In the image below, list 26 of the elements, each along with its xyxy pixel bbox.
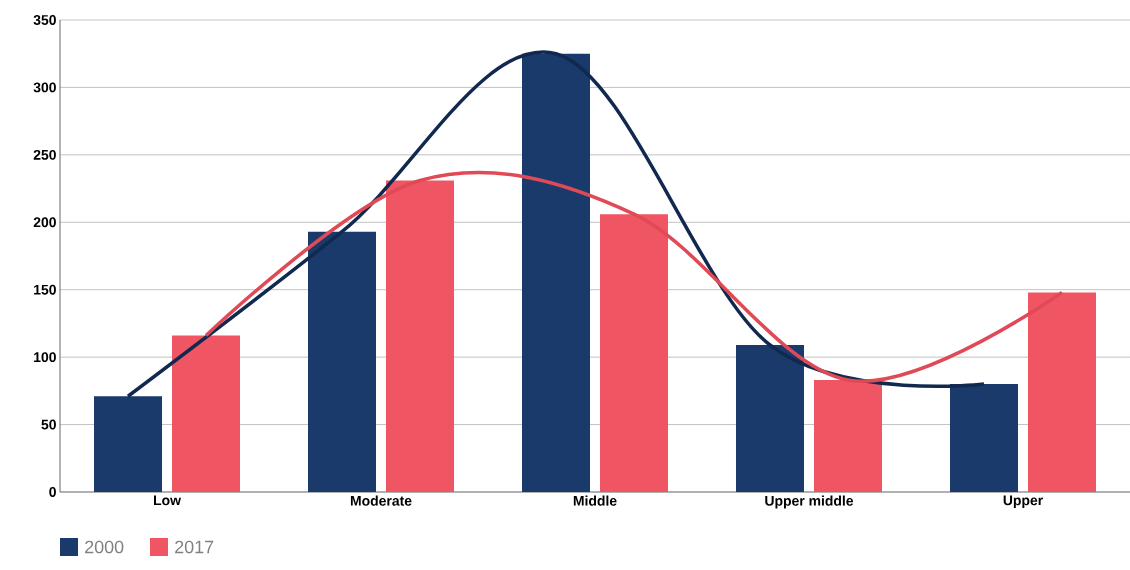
y-tick-label: 250: [33, 149, 56, 160]
x-tick-label: Moderate: [350, 495, 412, 506]
y-tick-label: 150: [34, 284, 56, 295]
bar: [949, 384, 1018, 492]
bar: [813, 380, 882, 492]
y-tick-label: 300: [33, 82, 56, 93]
bar: [1027, 292, 1096, 492]
y-tick-label: 0: [49, 487, 56, 497]
legend-label: 2000: [85, 540, 124, 554]
y-tick-label: 100: [34, 352, 56, 363]
bar: [172, 335, 241, 492]
bar: [308, 231, 376, 492]
bar: [600, 214, 668, 492]
y-tick-label: 350: [33, 15, 56, 25]
line-series: [126, 50, 986, 398]
x-tick-label: Low: [154, 495, 181, 506]
y-tick-label: 50: [41, 419, 56, 430]
legend-label: 2017: [175, 540, 214, 554]
x-tick-label: Upper middle: [765, 495, 854, 509]
bar: [736, 344, 804, 492]
x-tick-label: Upper: [1003, 495, 1043, 508]
bar: [522, 53, 590, 492]
x-tick-label: Middle: [573, 495, 617, 506]
bar: [94, 396, 163, 492]
bar: [386, 180, 455, 492]
y-tick-label: 200: [33, 217, 56, 228]
